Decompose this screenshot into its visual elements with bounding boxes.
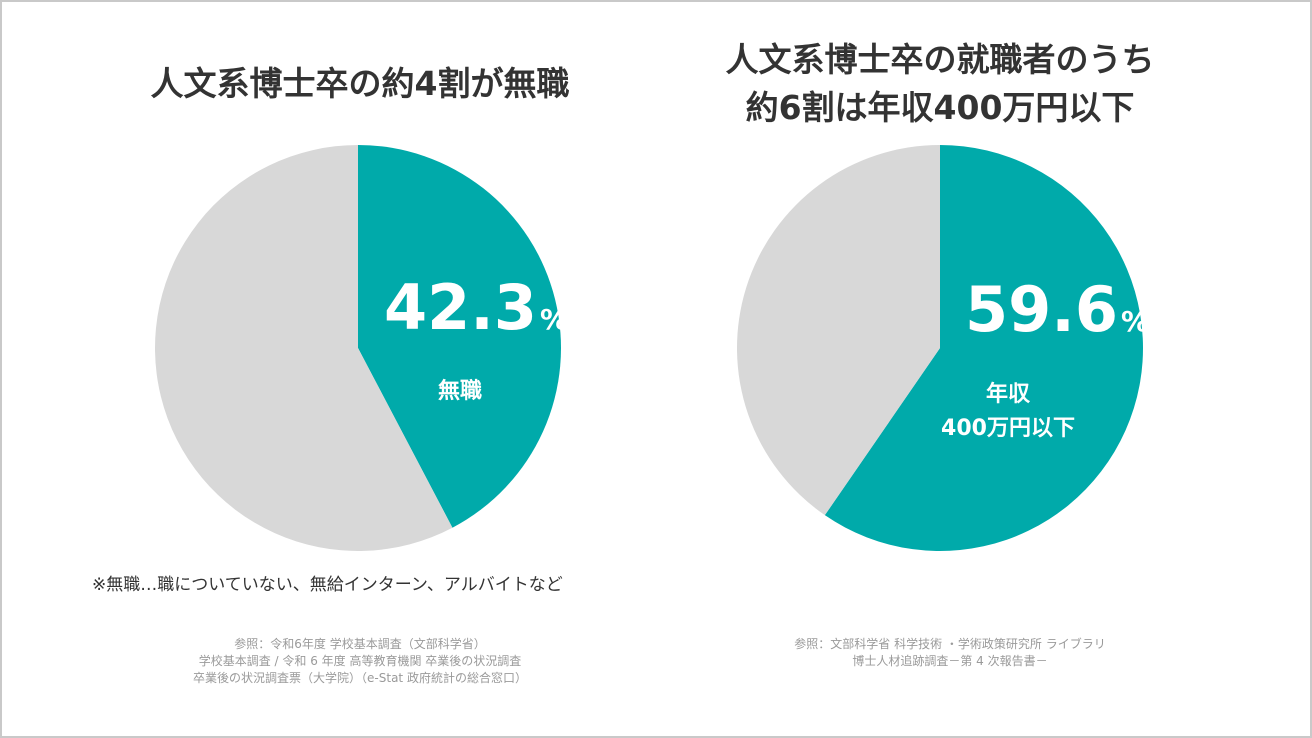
right-percentage-label: 59.6% bbox=[965, 275, 1149, 357]
right-source-line: 参照：文部科学省 科学技術 ・学術政策研究所 ライブラリ bbox=[794, 637, 1106, 651]
right-chart-title: 人文系博士卒の就職者のうち 約6割は年収400万円以下 bbox=[690, 36, 1190, 132]
right-pie-slice-1 bbox=[737, 145, 940, 516]
left-pie-slice-1 bbox=[155, 145, 453, 551]
right-source: 参照：文部科学省 科学技術 ・学術政策研究所 ライブラリ 博士人材追跡調査－第 … bbox=[700, 636, 1200, 670]
right-slice-label-line: 年収 bbox=[985, 382, 1030, 407]
footnote: ※無職…職についていない、無給インターン、アルバイトなど bbox=[92, 575, 563, 595]
left-source-line: 学校基本調査 / 令和 6 年度 高等教育機関 卒業後の状況調査 bbox=[198, 654, 522, 668]
left-pie-slice-0 bbox=[358, 145, 562, 528]
left-slice-label-line: 無職 bbox=[437, 379, 482, 404]
right-title-line: 約6割は年収400万円以下 bbox=[745, 88, 1135, 127]
left-slice-label: 無職 bbox=[410, 375, 510, 409]
left-percentage-value: 42.3 bbox=[384, 271, 537, 344]
right-source-line: 博士人材追跡調査－第 4 次報告書－ bbox=[852, 654, 1048, 668]
left-source: 参照：令和6年度 学校基本調査（文部科学省） 学校基本調査 / 令和 6 年度 … bbox=[110, 636, 610, 687]
left-percentage-unit: % bbox=[539, 303, 569, 336]
right-title-line: 人文系博士卒の就職者のうち bbox=[725, 40, 1155, 79]
left-source-line: 参照：令和6年度 学校基本調査（文部科学省） bbox=[234, 637, 486, 651]
left-percentage-label: 42.3% bbox=[384, 273, 568, 355]
right-percentage-unit: % bbox=[1120, 305, 1150, 338]
right-pie-slice-0 bbox=[824, 145, 1144, 551]
right-slice-label-line: 400万円以下 bbox=[941, 416, 1075, 441]
left-chart-title: 人文系博士卒の約4割が無職 bbox=[150, 64, 570, 103]
right-percentage-value: 59.6 bbox=[965, 273, 1118, 346]
right-slice-label: 年収 400万円以下 bbox=[908, 378, 1108, 446]
left-source-line: 卒業後の状況調査票（大学院）（e-Stat 政府統計の総合窓口） bbox=[193, 671, 527, 685]
